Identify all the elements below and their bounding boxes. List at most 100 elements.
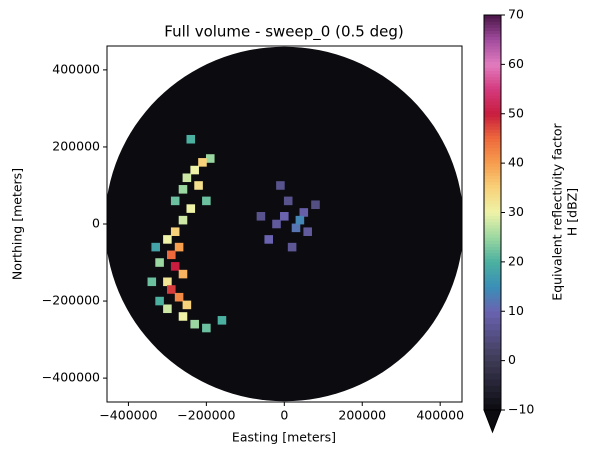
echo-cell <box>287 242 297 252</box>
x-tick-label: 200000 <box>338 408 386 423</box>
colorbar-segment <box>484 298 501 303</box>
colorbar-segment <box>484 261 501 266</box>
colorbar-segment <box>484 76 501 81</box>
colorbar-segment <box>484 215 501 220</box>
colorbar-label: Equivalent reflectivity factor <box>550 122 565 300</box>
colorbar-segment <box>484 391 501 399</box>
colorbar-segment <box>484 280 501 284</box>
colorbar-segment <box>484 187 501 192</box>
echo-cell <box>170 262 180 271</box>
echo-cell <box>291 223 301 233</box>
colorbar-extension <box>483 409 502 434</box>
colorbar-segment <box>484 348 501 355</box>
colorbar-segment <box>484 224 501 229</box>
colorbar-segment <box>484 104 501 109</box>
colorbar-segment <box>484 286 501 291</box>
colorbar-segment <box>484 70 501 75</box>
colorbar-segment <box>484 169 501 173</box>
colorbar-segment <box>484 172 501 176</box>
echo-cell <box>186 204 196 213</box>
echo-cell <box>178 185 188 194</box>
colorbar-segment <box>484 308 501 312</box>
colorbar-segment <box>484 197 501 201</box>
colorbar-segment <box>484 329 501 337</box>
colorbar-segment <box>484 243 501 247</box>
colorbar-segment <box>484 110 501 115</box>
colorbar-segment <box>484 153 501 158</box>
colorbar-tick-label: 60 <box>508 56 524 71</box>
echo-cell <box>272 219 281 229</box>
colorbar-segment <box>484 119 501 124</box>
colorbar-segment <box>484 132 501 136</box>
colorbar-segment <box>484 403 501 411</box>
colorbar-segment <box>484 30 501 35</box>
colorbar-segment <box>484 289 501 294</box>
colorbar-segment <box>484 283 501 288</box>
colorbar-segment <box>484 116 501 121</box>
echo-cell <box>147 277 157 287</box>
x-tick-label: −400000 <box>99 408 157 423</box>
colorbar-segment <box>484 301 501 306</box>
colorbar-tick-label: 20 <box>508 253 524 268</box>
echo-cell <box>163 277 172 287</box>
echo-cell <box>163 235 172 244</box>
colorbar-segment <box>484 246 501 251</box>
colorbar-segment <box>484 190 501 195</box>
y-tick-label: 0 <box>92 216 100 231</box>
colorbar-segment <box>484 274 501 278</box>
colorbar-segment <box>484 15 501 19</box>
colorbar-segment <box>484 268 501 272</box>
colorbar-tick-label: 10 <box>508 303 524 318</box>
echo-cell <box>194 181 203 190</box>
echo-cell <box>151 242 160 252</box>
colorbar-segment <box>484 85 501 90</box>
echo-cell <box>202 196 211 206</box>
colorbar-segment <box>484 249 501 254</box>
colorbar-segment <box>484 113 501 118</box>
echo-cell <box>299 208 309 217</box>
colorbar-segment <box>484 206 501 210</box>
echo-cell <box>174 292 184 302</box>
colorbar-tick-label: 0 <box>508 352 516 367</box>
colorbar-segment <box>484 209 501 213</box>
colorbar-segment <box>484 24 501 28</box>
colorbar-segment <box>484 234 501 238</box>
echo-cell <box>167 250 176 260</box>
colorbar-label: H [dBZ] <box>565 188 580 236</box>
echo-cell <box>295 215 305 225</box>
radar-coverage <box>107 46 462 402</box>
x-axis-label: Easting [meters] <box>232 430 336 445</box>
echo-cell <box>190 319 199 329</box>
colorbar-segment <box>484 335 501 343</box>
echo-cell <box>167 285 176 294</box>
colorbar-segment <box>484 52 501 56</box>
colorbar-segment <box>484 255 501 260</box>
y-tick-label: 200000 <box>52 138 100 153</box>
colorbar-segment <box>484 184 501 189</box>
colorbar-segment <box>484 67 501 72</box>
echo-cell <box>155 296 164 306</box>
colorbar-segment <box>484 317 501 325</box>
colorbar-segment <box>484 79 501 84</box>
colorbar-segment <box>484 385 501 392</box>
colorbar-segment <box>484 21 501 25</box>
colorbar-segment <box>484 150 501 155</box>
colorbar-segment <box>484 138 501 143</box>
colorbar-segment <box>484 129 501 133</box>
colorbar-segment <box>484 379 501 386</box>
colorbar-segment <box>484 295 501 300</box>
colorbar-segment <box>484 123 501 127</box>
echo-cell <box>280 212 289 221</box>
echo-cell <box>205 154 215 163</box>
echo-cell <box>264 235 274 244</box>
colorbar-segment <box>484 160 501 164</box>
colorbar-segment <box>484 397 501 405</box>
y-tick-label: −400000 <box>42 370 100 385</box>
colorbar-segment <box>484 311 501 318</box>
colorbar-segment <box>484 55 501 59</box>
colorbar-segment <box>484 372 501 380</box>
echo-cell <box>155 258 164 267</box>
colorbar-tick-label: 40 <box>508 155 524 170</box>
colorbar-segment <box>484 18 501 22</box>
y-axis-label: Northing [meters] <box>10 168 25 280</box>
